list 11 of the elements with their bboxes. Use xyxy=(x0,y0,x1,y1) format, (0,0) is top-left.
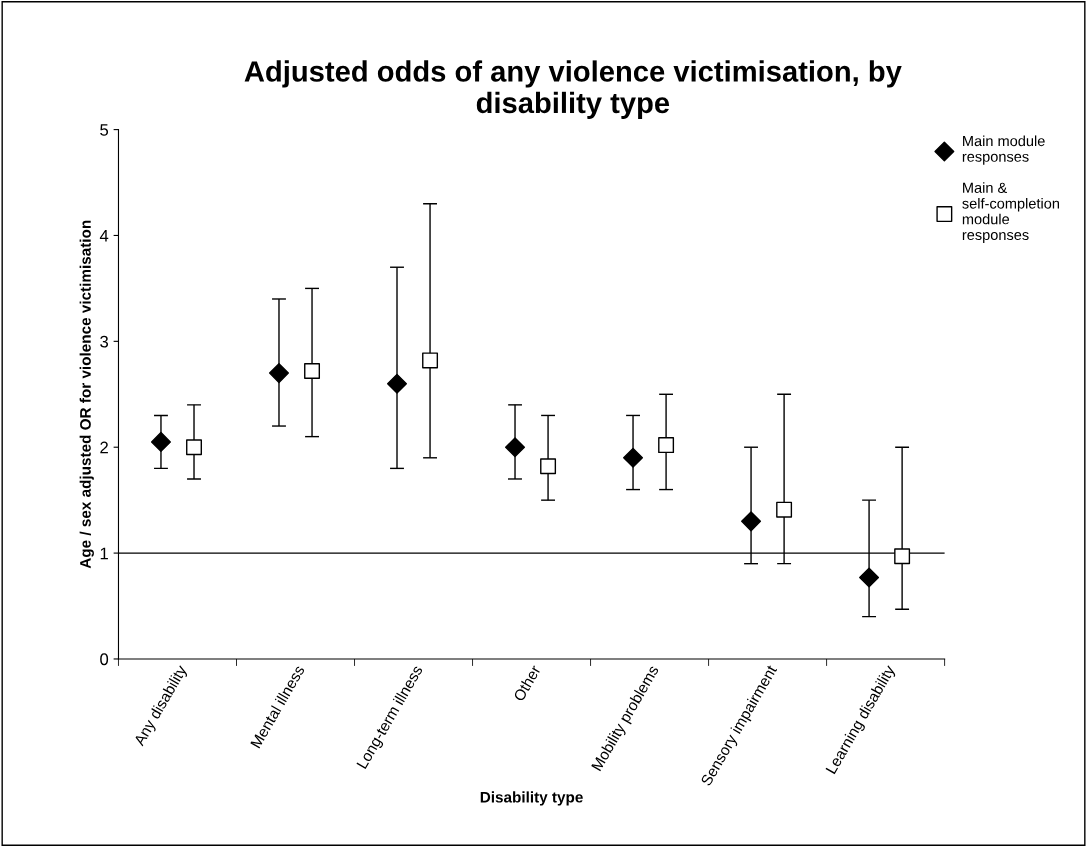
y-tick-label: 1 xyxy=(100,547,108,560)
chart-title: Adjusted odds of any violence victimisation, by disability type xyxy=(244,60,902,119)
y-tick-label: 5 xyxy=(100,124,109,136)
y-tick-label: 3 xyxy=(100,335,109,348)
y-tick-label: 2 xyxy=(100,441,108,454)
legend-label: Main module responses xyxy=(962,135,1045,165)
y-axis-title: Age / sex adjusted OR for violence victimisation xyxy=(79,220,94,569)
y-tick-label: 0 xyxy=(100,653,109,666)
legend-label: Main & self-completion module responses xyxy=(962,182,1059,243)
y-tick-label: 4 xyxy=(99,230,109,242)
x-axis-title: Disability type xyxy=(480,791,583,806)
